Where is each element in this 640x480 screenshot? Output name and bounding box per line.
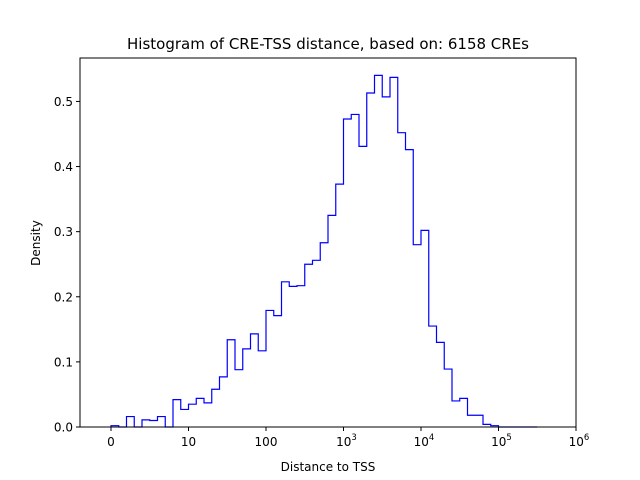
x-tick-label: 105 (491, 433, 512, 449)
y-tick-label: 0.1 (54, 355, 73, 369)
x-tick-label: 100 (255, 435, 278, 449)
x-tick-label: 10 (181, 435, 196, 449)
x-tick-label: 104 (414, 433, 435, 449)
x-axis-label: Distance to TSS (281, 460, 376, 474)
x-tick-label: 0 (107, 435, 115, 449)
y-tick-label: 0.3 (54, 225, 73, 239)
axes-frame (79, 57, 577, 428)
y-tick-label: 0.5 (54, 95, 73, 109)
y-axis-label: Density (29, 220, 43, 266)
chart-title: Histogram of CRE-TSS distance, based on:… (127, 35, 529, 53)
histogram-step-line (110, 74, 538, 428)
x-tick-label: 106 (569, 433, 590, 449)
x-axis-ticks: 0 10 100 103 104 105 106 (107, 427, 589, 449)
y-tick-label: 0.0 (54, 421, 73, 435)
y-tick-label: 0.2 (54, 290, 73, 304)
y-tick-label: 0.4 (54, 160, 73, 174)
x-tick-label: 103 (336, 433, 357, 449)
y-axis-ticks: 0.0 0.1 0.2 0.3 0.4 0.5 (54, 95, 80, 435)
plot-area (79, 57, 577, 428)
